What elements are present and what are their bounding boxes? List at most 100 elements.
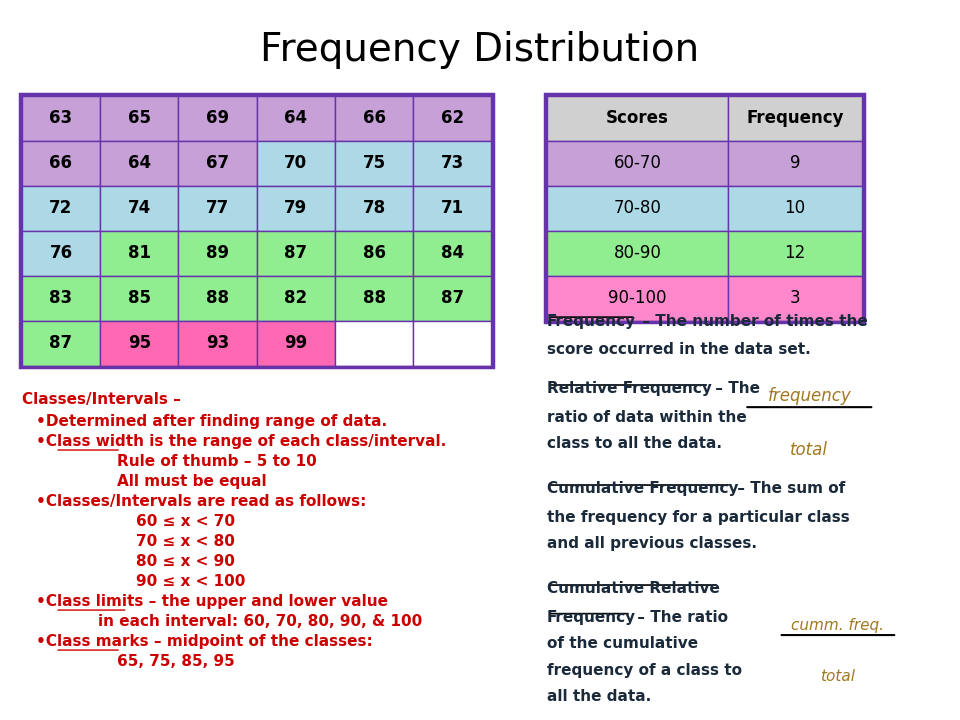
Text: of the cumulative: of the cumulative — [547, 636, 698, 652]
Bar — [100, 140, 179, 186]
Text: 77: 77 — [205, 199, 229, 217]
Text: class to all the data.: class to all the data. — [547, 436, 722, 451]
Bar — [335, 96, 413, 140]
Text: all the data.: all the data. — [547, 689, 651, 704]
Text: 80 ≤ x < 90: 80 ≤ x < 90 — [136, 554, 235, 569]
Text: 63: 63 — [49, 109, 73, 127]
Bar — [179, 186, 256, 230]
Bar — [547, 96, 728, 140]
Text: 86: 86 — [363, 244, 386, 262]
Text: – The sum of: – The sum of — [732, 482, 845, 497]
Text: 90 ≤ x < 100: 90 ≤ x < 100 — [136, 574, 246, 589]
Bar — [256, 320, 335, 366]
Bar — [547, 186, 728, 230]
Bar — [413, 230, 492, 276]
Text: 75: 75 — [363, 154, 386, 172]
Text: Frequency Distribution: Frequency Distribution — [260, 32, 700, 69]
Bar — [547, 230, 728, 276]
Bar — [256, 96, 335, 140]
Text: •Determined after finding range of data.: •Determined after finding range of data. — [36, 413, 387, 428]
Text: 70: 70 — [284, 154, 307, 172]
Text: 80-90: 80-90 — [613, 244, 661, 262]
Text: 85: 85 — [128, 289, 151, 307]
Text: 60 ≤ x < 70: 60 ≤ x < 70 — [136, 513, 235, 528]
Text: 67: 67 — [206, 154, 229, 172]
Text: 70-80: 70-80 — [613, 199, 661, 217]
Text: 99: 99 — [284, 334, 307, 352]
Bar — [100, 320, 179, 366]
Bar — [179, 140, 256, 186]
Text: 87: 87 — [284, 244, 307, 262]
Text: the frequency for a particular class: the frequency for a particular class — [547, 510, 850, 525]
Bar — [413, 320, 492, 366]
Bar — [547, 140, 728, 186]
Bar — [22, 140, 100, 186]
Bar — [179, 320, 256, 366]
Text: 10: 10 — [784, 199, 805, 217]
Bar — [547, 276, 728, 320]
Text: 74: 74 — [128, 199, 151, 217]
Text: – The number of times the: – The number of times the — [636, 314, 867, 328]
Text: 3: 3 — [790, 289, 801, 307]
Bar — [413, 186, 492, 230]
Bar — [335, 320, 413, 366]
Text: 62: 62 — [441, 109, 464, 127]
Text: Cumulative Relative: Cumulative Relative — [547, 582, 720, 596]
Text: 9: 9 — [790, 154, 801, 172]
Text: 66: 66 — [363, 109, 386, 127]
Bar — [179, 96, 256, 140]
Text: 83: 83 — [49, 289, 73, 307]
Text: •Classes/Intervals are read as follows:: •Classes/Intervals are read as follows: — [36, 494, 367, 508]
Text: All must be equal: All must be equal — [117, 474, 267, 489]
Text: ratio of data within the: ratio of data within the — [547, 410, 747, 425]
Bar — [256, 230, 335, 276]
Bar — [335, 276, 413, 320]
Text: Frequency: Frequency — [547, 314, 636, 328]
Text: 64: 64 — [128, 154, 151, 172]
Text: Relative Frequency: Relative Frequency — [547, 382, 711, 397]
Bar — [728, 140, 862, 186]
Bar — [22, 96, 100, 140]
Text: frequency: frequency — [767, 387, 852, 405]
Text: 84: 84 — [441, 244, 464, 262]
Bar — [728, 276, 862, 320]
Text: •Class width is the range of each class/interval.: •Class width is the range of each class/… — [36, 433, 446, 449]
Text: Scores: Scores — [606, 109, 669, 127]
Bar — [413, 96, 492, 140]
Bar — [100, 230, 179, 276]
Text: cumm. freq.: cumm. freq. — [791, 618, 884, 633]
Bar — [413, 140, 492, 186]
Text: Rule of thumb – 5 to 10: Rule of thumb – 5 to 10 — [117, 454, 317, 469]
Text: 78: 78 — [363, 199, 386, 217]
Text: total: total — [821, 669, 855, 684]
Bar — [20, 94, 493, 367]
Bar — [22, 230, 100, 276]
Bar — [335, 186, 413, 230]
Text: Cumulative Frequency: Cumulative Frequency — [547, 482, 738, 497]
Text: 64: 64 — [284, 109, 307, 127]
Bar — [256, 276, 335, 320]
Text: 95: 95 — [128, 334, 151, 352]
Text: 82: 82 — [284, 289, 307, 307]
Bar — [100, 96, 179, 140]
Text: 60-70: 60-70 — [613, 154, 661, 172]
Text: 12: 12 — [784, 244, 805, 262]
Text: 81: 81 — [128, 244, 151, 262]
Text: Frequency: Frequency — [547, 610, 636, 625]
Text: 69: 69 — [206, 109, 229, 127]
Bar — [256, 140, 335, 186]
Text: Classes/Intervals –: Classes/Intervals – — [22, 392, 180, 407]
Bar — [22, 276, 100, 320]
Text: in each interval: 60, 70, 80, 90, & 100: in each interval: 60, 70, 80, 90, & 100 — [98, 613, 422, 629]
Bar — [413, 276, 492, 320]
Text: •Class marks – midpoint of the classes:: •Class marks – midpoint of the classes: — [36, 634, 372, 649]
Text: 72: 72 — [49, 199, 73, 217]
Bar — [545, 94, 864, 322]
Text: 89: 89 — [206, 244, 229, 262]
Text: 65, 75, 85, 95: 65, 75, 85, 95 — [117, 654, 235, 669]
Bar — [179, 230, 256, 276]
Text: 90-100: 90-100 — [609, 289, 667, 307]
Text: 65: 65 — [128, 109, 151, 127]
Bar — [22, 320, 100, 366]
Text: – The ratio: – The ratio — [632, 610, 728, 625]
